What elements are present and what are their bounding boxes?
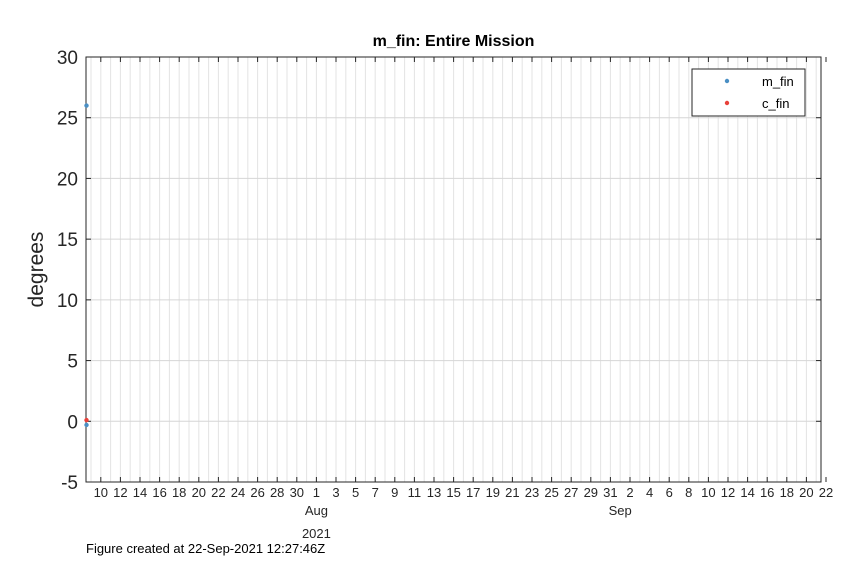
x-tick-label: 17	[466, 485, 480, 500]
x-tick-label: 2	[626, 485, 633, 500]
x-tick-label: 18	[172, 485, 186, 500]
x-tick-label: 12	[721, 485, 735, 500]
x-tick-label: 25	[544, 485, 558, 500]
data-point-m-fin	[84, 103, 89, 108]
data-point-m-fin	[84, 422, 89, 428]
x-tick-label: 22	[819, 485, 833, 500]
y-tick-label: 20	[57, 169, 78, 190]
x-tick-label: 4	[646, 485, 653, 500]
x-tick-label: 15	[446, 485, 460, 500]
y-tick-label: 30	[57, 48, 78, 69]
x-tick-label: 3	[332, 485, 339, 500]
legend-label-c-fin: c_fin	[762, 96, 789, 111]
x-tick-label: 28	[270, 485, 284, 500]
grid-lines	[86, 56, 821, 483]
chart-title: m_fin: Entire Mission	[373, 33, 535, 50]
x-tick-label: 31	[603, 485, 617, 500]
y-axis: -5 0 5 10 15 20 25 30	[57, 48, 821, 494]
x-tick-label: 21	[505, 485, 519, 500]
x-tick-label: 6	[666, 485, 673, 500]
x-tick-label: 14	[133, 485, 147, 500]
x-tick-label: 20	[192, 485, 206, 500]
x-tick-label: 1	[313, 485, 320, 500]
y-tick-label: 10	[57, 291, 78, 312]
y-tick-label: 5	[67, 352, 78, 373]
y-tick-label: 15	[57, 230, 78, 251]
y-axis-label: degrees	[25, 232, 48, 308]
x-tick-label: 9	[391, 485, 398, 500]
legend-marker-c-fin	[724, 100, 730, 106]
legend: m_fin c_fin	[691, 68, 806, 117]
x-tick-label: 22	[211, 485, 225, 500]
x-axis-year-label: 2021	[302, 526, 331, 541]
x-tick-label: 20	[799, 485, 813, 500]
x-tick-label: 27	[564, 485, 578, 500]
x-tick-label: 13	[427, 485, 441, 500]
y-tick-label: 0	[67, 412, 78, 433]
x-tick-label: 10	[701, 485, 715, 500]
legend-label-m-fin: m_fin	[762, 74, 794, 89]
x-tick-label: 26	[250, 485, 264, 500]
x-axis: 10 12 14 16 18 20 22 24 26 28 30 1 3 5 7 9 11 13 15 17 19 21 2…	[94, 57, 833, 518]
x-tick-label: 12	[113, 485, 127, 500]
x-tick-label: 11	[408, 485, 422, 500]
x-tick-label: 29	[584, 485, 598, 500]
x-tick-label: 7	[372, 485, 379, 500]
y-tick-label: -5	[61, 473, 78, 494]
data-points	[84, 103, 89, 428]
legend-marker-m-fin	[724, 78, 730, 84]
x-tick-label: 19	[486, 485, 500, 500]
x-tick-label: 5	[352, 485, 359, 500]
figure-footnote: Figure created at 22-Sep-2021 12:27:46Z	[86, 541, 326, 556]
x-tick-label: 14	[740, 485, 754, 500]
data-point-c-fin	[84, 417, 89, 423]
x-tick-label: 18	[780, 485, 794, 500]
legend-box	[691, 68, 806, 117]
x-month-label: Aug	[305, 503, 328, 518]
x-tick-label: 30	[290, 485, 304, 500]
x-tick-label: 24	[231, 485, 245, 500]
y-tick-label: 25	[57, 109, 78, 130]
x-tick-label: 10	[94, 485, 108, 500]
x-tick-label: 23	[525, 485, 539, 500]
x-month-label: Sep	[609, 503, 632, 518]
x-tick-label: 16	[760, 485, 774, 500]
x-tick-label: 16	[152, 485, 166, 500]
x-tick-label: 8	[685, 485, 692, 500]
